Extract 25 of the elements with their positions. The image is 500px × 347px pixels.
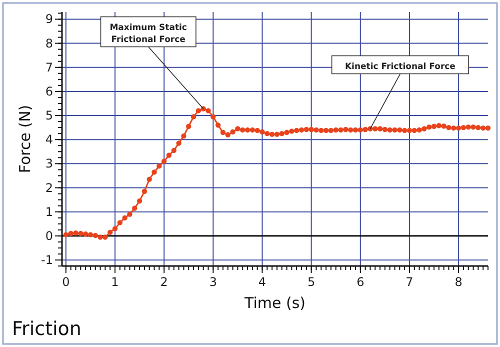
y-tick-label: 6 bbox=[45, 84, 53, 98]
x-tick-label: 3 bbox=[209, 275, 217, 289]
x-tick-label: 0 bbox=[62, 275, 70, 289]
y-tick-label: 8 bbox=[45, 36, 53, 50]
y-tick-label: 1 bbox=[45, 204, 53, 219]
annotation: Maximum Static Frictional Force bbox=[110, 22, 187, 45]
y-axis-title: Force (N) bbox=[16, 104, 34, 174]
x-tick-label: 4 bbox=[258, 275, 266, 289]
x-tick-label: 2 bbox=[160, 275, 168, 289]
y-tick-label: 0 bbox=[45, 228, 53, 243]
y-tick-label: 9 bbox=[45, 12, 53, 26]
x-tick-label: 6 bbox=[356, 275, 364, 289]
y-tick-label: 7 bbox=[45, 60, 53, 74]
y-tick-label: 5 bbox=[45, 108, 53, 123]
x-tick-label: 1 bbox=[111, 275, 119, 289]
y-tick-label: -1 bbox=[41, 252, 53, 267]
x-tick-label: 7 bbox=[406, 275, 414, 289]
x-tick-label: 5 bbox=[308, 275, 316, 289]
y-tick-label: 3 bbox=[45, 156, 53, 171]
x-axis-title: Time (s) bbox=[244, 294, 306, 312]
text: Friction bbox=[12, 318, 82, 340]
y-tick-label: 4 bbox=[45, 132, 53, 147]
y-tick-label: 2 bbox=[45, 180, 53, 195]
x-tick-label: 8 bbox=[454, 275, 462, 289]
annotation: Kinetic Frictional Force bbox=[344, 62, 456, 72]
